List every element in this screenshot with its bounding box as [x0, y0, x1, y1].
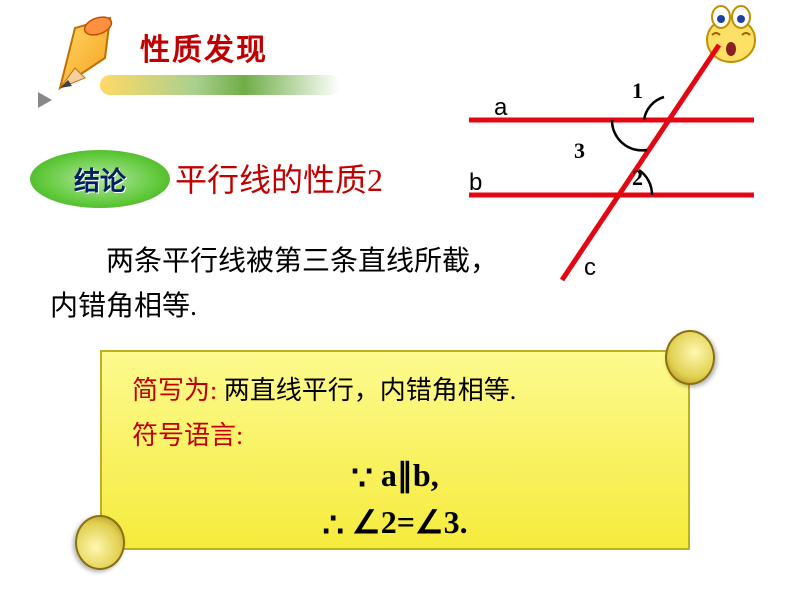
scroll-label-2: 符号语言: — [132, 421, 243, 450]
math-body-2: ∠2=∠3. — [352, 504, 468, 540]
conclusion-badge: 结论 — [30, 150, 170, 208]
scroll-paper: 简写为: 两直线平行，内错角相等. 符号语言: ∵ a∥b, ∴ ∠2=∠3. — [100, 350, 690, 550]
scroll-label-1: 简写为: — [132, 376, 217, 405]
math-body-1: a∥b, — [381, 457, 439, 493]
angle-arc-3 — [612, 120, 647, 150]
property-title: 平行线的性质2 — [175, 155, 383, 201]
label-angle-1: 1 — [632, 78, 643, 103]
section-title: 性质发现 — [140, 25, 340, 69]
math-line-1: ∵ a∥b, — [132, 456, 658, 499]
label-b: b — [469, 169, 482, 196]
body-line-2: 内错角相等. — [50, 285, 498, 330]
scroll-curl-bottom-icon — [75, 515, 125, 570]
therefore-symbol: ∴ — [322, 507, 344, 544]
note-scroll: 简写为: 两直线平行，内错角相等. 符号语言: ∵ a∥b, ∴ ∠2=∠3. — [75, 335, 715, 565]
scroll-row-1: 简写为: 两直线平行，内错角相等. — [132, 370, 658, 407]
because-symbol: ∵ — [351, 461, 373, 498]
conclusion-label: 结论 — [74, 161, 126, 198]
math-line-2: ∴ ∠2=∠3. — [132, 503, 658, 546]
parallel-lines-diagram: a b c 1 2 3 — [454, 50, 774, 290]
triangle-indicator-icon — [38, 92, 52, 108]
title-text: 性质发现 — [140, 25, 340, 69]
scroll-row-2: 符号语言: — [132, 415, 658, 452]
title-underline — [100, 75, 340, 95]
body-line-1: 两条平行线被第三条直线所截， — [50, 240, 498, 285]
label-c: c — [584, 254, 596, 281]
scroll-text-1: 两直线平行，内错角相等. — [224, 376, 517, 405]
angle-arc-1 — [644, 97, 664, 120]
body-text: 两条平行线被第三条直线所截， 内错角相等. — [50, 240, 498, 330]
label-angle-3: 3 — [574, 138, 585, 163]
scroll-curl-top-icon — [665, 330, 715, 385]
label-a: a — [494, 94, 508, 121]
label-angle-2: 2 — [632, 165, 643, 190]
